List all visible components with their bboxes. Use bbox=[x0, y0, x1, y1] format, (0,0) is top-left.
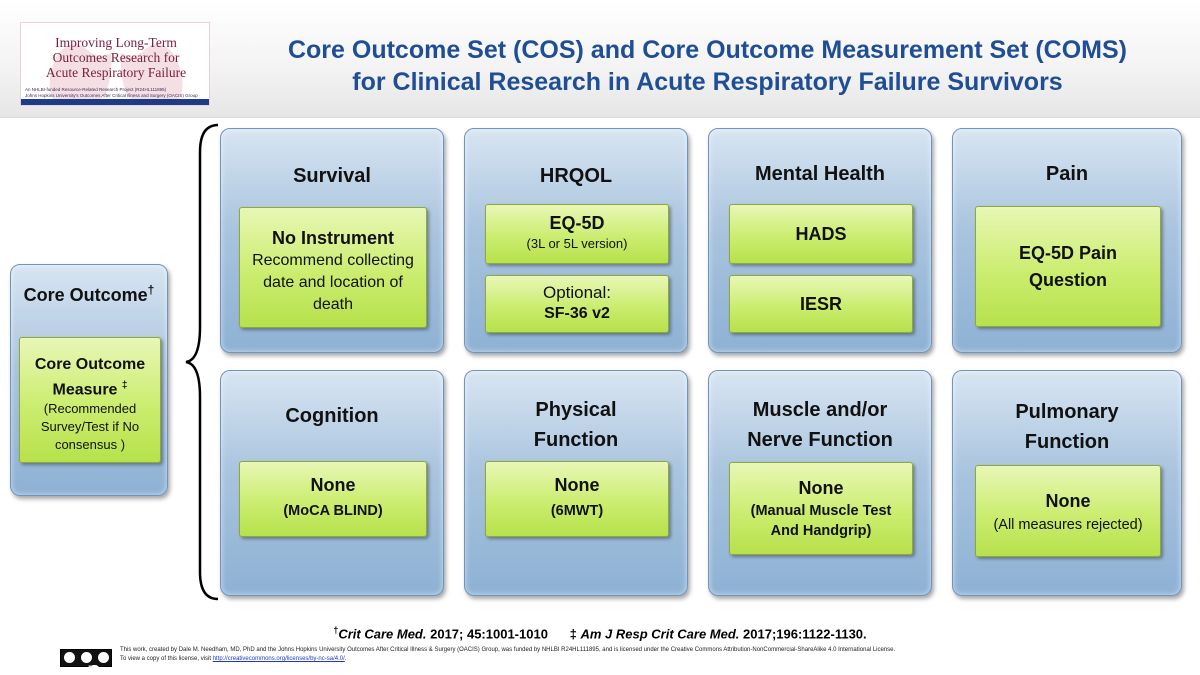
optional-measure-box: Optional: SF-36 v2 bbox=[485, 275, 669, 333]
ref2-details: 2017;196:1122-1130. bbox=[743, 626, 867, 642]
measure-name: None bbox=[310, 475, 356, 495]
legend-title-text: Core Outcome bbox=[23, 285, 148, 305]
outcome-title-line: Pulmonary bbox=[1015, 401, 1119, 423]
measure-name: EQ-5D bbox=[549, 213, 605, 233]
legend-measure-line: Measure ‡ bbox=[20, 375, 160, 400]
ref1-details: 2017; 45:1001-1010 bbox=[430, 626, 548, 642]
logo-title-line: Improving Long-Term bbox=[55, 35, 177, 50]
measure-box: None (All measures rejected) bbox=[975, 465, 1161, 557]
license-line-2: To view a copy of this license, visit ht… bbox=[120, 655, 1180, 664]
measure-name: None bbox=[798, 478, 844, 498]
dagger-mark: † bbox=[147, 283, 155, 297]
measure-name-line: Question bbox=[1028, 270, 1107, 290]
ref1-journal: Crit Care Med. bbox=[338, 626, 427, 642]
outcome-title-line: Function bbox=[1024, 431, 1110, 453]
license-text: This work, created by Dale M. Needham, M… bbox=[120, 646, 1180, 664]
measure-name-line: EQ-5D Pain bbox=[1018, 243, 1118, 263]
measure-name: None bbox=[1045, 491, 1091, 511]
outcome-title-line: Nerve Function bbox=[747, 429, 893, 451]
measure-box: IESR bbox=[729, 275, 913, 333]
measure-note-line: (Manual Muscle Test bbox=[750, 503, 892, 519]
legend-measure-text: Measure bbox=[52, 381, 118, 399]
measure-note-line: date and location of bbox=[263, 274, 403, 291]
measure-name: No Instrument bbox=[271, 228, 394, 248]
measure-box: HADS bbox=[729, 204, 913, 264]
outcome-title: Cognition bbox=[285, 405, 379, 427]
license-link[interactable]: http://creativecommons.org/licenses/by-n… bbox=[212, 656, 345, 662]
measure-box: None (MoCA BLIND) bbox=[239, 461, 427, 537]
optional-label: Optional: bbox=[542, 283, 612, 302]
outcome-card-cognition: Cognition None (MoCA BLIND) bbox=[220, 370, 444, 596]
measure-note-line: death bbox=[312, 296, 354, 313]
cc-nc-icon bbox=[98, 652, 109, 663]
measure-note-line: And Handgrip) bbox=[770, 523, 872, 539]
logo-subtitle: An NHLBI-funded Resource-Related Researc… bbox=[25, 87, 207, 98]
lungs-icon bbox=[49, 23, 183, 105]
outcome-title: HRQOL bbox=[539, 165, 613, 187]
outcome-title: Muscle and/or Nerve Function bbox=[709, 395, 931, 455]
legend-note-line: (Recommended bbox=[43, 401, 137, 417]
measure-box: None (6MWT) bbox=[485, 461, 669, 537]
legend-measure-line: Core Outcome bbox=[34, 356, 146, 373]
ref-mark: ‡ bbox=[569, 626, 577, 642]
cc-by-icon bbox=[81, 652, 92, 663]
outcome-card-pain: Pain EQ-5D Pain Question bbox=[952, 128, 1182, 353]
measure-note: (3L or 5L version) bbox=[526, 236, 628, 251]
license-line-1: This work, created by Dale M. Needham, M… bbox=[120, 647, 896, 653]
outcome-card-pulmonary-function: Pulmonary Function None (All measures re… bbox=[952, 370, 1182, 596]
legend-note-line: Survey/Test if No bbox=[40, 419, 140, 435]
measure-note: (All measures rejected) bbox=[993, 517, 1143, 533]
outcome-card-physical-function: Physical Function None (6MWT) bbox=[464, 370, 688, 596]
outcome-title: Pain bbox=[1045, 163, 1089, 185]
outcome-title: Physical Function bbox=[465, 395, 687, 455]
outcome-card-mental-health: Mental Health HADS IESR bbox=[708, 128, 932, 353]
measure-name: IESR bbox=[799, 294, 842, 314]
legend-measure-box: Core Outcome Measure ‡ (Recommended Surv… bbox=[19, 337, 161, 463]
outcome-title-line: Function bbox=[533, 429, 619, 451]
measure-note: (MoCA BLIND) bbox=[283, 503, 383, 519]
logo-sub-line: An NHLBI-funded Resource-Related Researc… bbox=[25, 87, 167, 92]
references: †Crit Care Med. 2017; 45:1001-1010 ‡ Am … bbox=[0, 625, 1200, 641]
measure-note: (6MWT) bbox=[550, 503, 604, 519]
cc-license-badge-icon: BY NC SA bbox=[60, 649, 112, 675]
outcome-title: Survival bbox=[293, 165, 371, 187]
license-line-2-prefix: To view a copy of this license, visit bbox=[120, 656, 212, 662]
measure-box: No Instrument Recommend collecting date … bbox=[239, 207, 427, 328]
measure-box: EQ-5D Pain Question bbox=[975, 206, 1161, 327]
ilor-logo: Improving Long-Term Outcomes Research fo… bbox=[20, 22, 210, 106]
outcome-card-muscle-nerve-function: Muscle and/or Nerve Function None (Manua… bbox=[708, 370, 932, 596]
outcome-card-survival: Survival No Instrument Recommend collect… bbox=[220, 128, 444, 353]
measure-note-line: Recommend collecting bbox=[252, 252, 414, 269]
title-line-1: Core Outcome Set (COS) and Core Outcome … bbox=[287, 36, 1128, 64]
ref2-journal: Am J Resp Crit Care Med. bbox=[580, 626, 740, 642]
logo-title-line: Outcomes Research for bbox=[52, 50, 180, 65]
cc-circle-icon bbox=[64, 652, 75, 663]
legend-card: Core Outcome† Core Outcome Measure ‡ (Re… bbox=[10, 264, 168, 496]
title-line-2: for Clinical Research in Acute Respirato… bbox=[352, 68, 1063, 96]
legend-note-line: consensus ) bbox=[54, 437, 126, 453]
legend-title: Core Outcome† bbox=[11, 275, 167, 310]
measure-box: None (Manual Muscle Test And Handgrip) bbox=[729, 462, 913, 555]
outcome-title-line: Physical bbox=[535, 399, 617, 421]
measure-box: EQ-5D (3L or 5L version) bbox=[485, 204, 669, 264]
brace-icon bbox=[185, 123, 219, 601]
logo-sub-line: Johns Hopkins University's Outcomes Afte… bbox=[25, 92, 198, 98]
outcome-title-line: Muscle and/or bbox=[752, 399, 888, 421]
optional-measure: SF-36 v2 bbox=[544, 305, 610, 322]
ref-mark: † bbox=[333, 625, 339, 635]
outcome-card-hrqol: HRQOL EQ-5D (3L or 5L version) Optional:… bbox=[464, 128, 688, 353]
measure-name: None bbox=[554, 475, 600, 495]
logo-title: Improving Long-Term Outcomes Research fo… bbox=[25, 35, 207, 80]
measure-name: HADS bbox=[795, 224, 847, 244]
license-line-2-suffix: . bbox=[344, 656, 347, 662]
badge-label: SA bbox=[88, 665, 100, 675]
double-dagger-mark: ‡ bbox=[121, 380, 128, 391]
outcome-title: Pulmonary Function bbox=[953, 397, 1181, 457]
logo-title-line: Acute Respiratory Failure bbox=[45, 65, 187, 80]
outcome-title: Mental Health bbox=[754, 163, 886, 185]
logo-bar bbox=[21, 99, 209, 105]
page-title: Core Outcome Set (COS) and Core Outcome … bbox=[215, 34, 1200, 98]
